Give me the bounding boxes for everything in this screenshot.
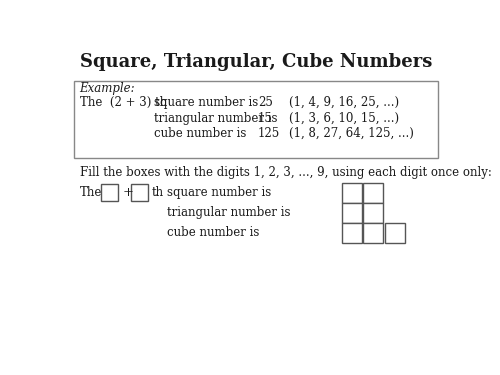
Text: 15: 15 [258, 112, 272, 125]
Text: (1, 4, 9, 16, 25, ...): (1, 4, 9, 16, 25, ...) [289, 96, 399, 109]
Bar [363, 203, 384, 223]
Text: Example:: Example: [80, 82, 135, 95]
Text: triangular number is: triangular number is [167, 206, 290, 219]
Text: th: th [152, 186, 164, 200]
Text: The: The [80, 186, 102, 200]
Bar [342, 223, 361, 243]
Bar [101, 184, 118, 201]
Bar [363, 223, 384, 243]
Text: square number is: square number is [167, 186, 272, 200]
Text: cube number is: cube number is [167, 226, 260, 239]
Bar [130, 184, 148, 201]
Text: (1, 3, 6, 10, 15, ...): (1, 3, 6, 10, 15, ...) [289, 112, 399, 125]
Text: square number is: square number is [154, 96, 258, 109]
Text: +: + [123, 186, 134, 200]
Bar [342, 183, 361, 203]
Text: Square, Triangular, Cube Numbers: Square, Triangular, Cube Numbers [80, 53, 432, 71]
Text: triangular number is: triangular number is [154, 112, 278, 125]
Bar [342, 203, 361, 223]
Bar [385, 223, 405, 243]
Bar [363, 183, 384, 203]
Text: Fill the boxes with the digits 1, 2, 3, ..., 9, using each digit once only:: Fill the boxes with the digits 1, 2, 3, … [80, 165, 492, 178]
Text: The  (2 + 3) th: The (2 + 3) th [80, 96, 167, 109]
Text: 125: 125 [258, 127, 280, 140]
Text: (1, 8, 27, 64, 125, ...): (1, 8, 27, 64, 125, ...) [289, 127, 414, 140]
Text: 25: 25 [258, 96, 272, 109]
Text: cube number is: cube number is [154, 127, 246, 140]
Bar [74, 81, 438, 158]
